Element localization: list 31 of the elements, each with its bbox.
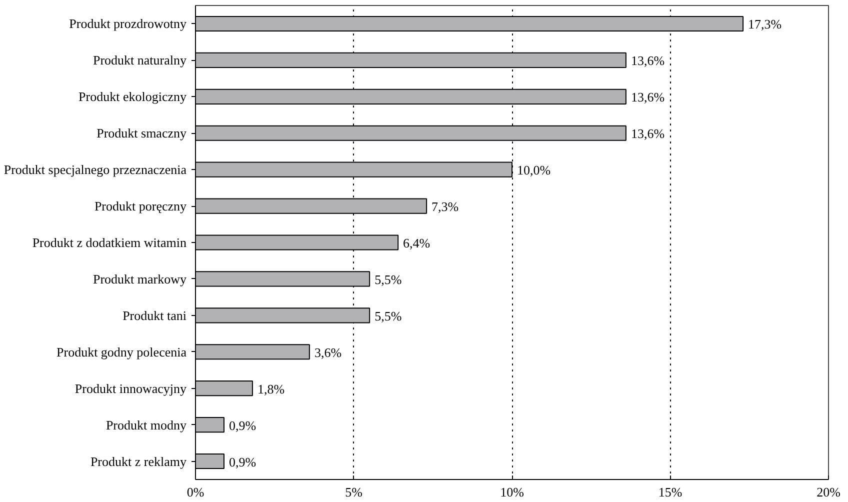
x-tick-label: 0% bbox=[186, 484, 204, 500]
data-label: 13,6% bbox=[630, 53, 665, 68]
y-tick-label: Produkt tani bbox=[122, 308, 187, 323]
y-tick-label: Produkt innowacyjny bbox=[74, 380, 187, 396]
data-label: 13,6% bbox=[630, 90, 665, 105]
y-tick-label: Produkt godny polecenia bbox=[56, 344, 187, 360]
data-label: 17,3% bbox=[748, 16, 782, 32]
data-label: 7,3% bbox=[432, 199, 459, 214]
y-tick-label: Produkt z reklamy bbox=[90, 454, 187, 469]
y-tick-label: Produkt ekologiczny bbox=[78, 89, 187, 104]
data-label: 5,5% bbox=[374, 308, 402, 324]
data-label: 10,0% bbox=[517, 162, 551, 178]
data-label: 6,4% bbox=[403, 236, 430, 250]
data-label: 3,6% bbox=[314, 344, 342, 360]
x-tick-label: 5% bbox=[345, 484, 363, 500]
y-tick-label: Produkt specjalnego przeznaczenia bbox=[4, 162, 187, 178]
data-label: 0,9% bbox=[228, 454, 256, 470]
x-tick-label: 15% bbox=[658, 484, 682, 500]
data-label: 1,8% bbox=[257, 381, 285, 396]
data-label: 5,5% bbox=[374, 272, 402, 287]
y-tick-label: Produkt modny bbox=[106, 417, 187, 432]
y-tick-label: Produkt naturalny bbox=[92, 52, 187, 68]
y-tick-label: Produkt poręczny bbox=[94, 198, 187, 214]
y-tick-label: Produkt markowy bbox=[92, 271, 187, 286]
data-label: 0,9% bbox=[228, 418, 256, 433]
y-tick-label: Produkt prozdrowotny bbox=[69, 16, 187, 32]
x-tick-label: 10% bbox=[500, 484, 524, 500]
y-tick-label: Produkt smaczny bbox=[96, 126, 187, 141]
x-tick-label: 20% bbox=[816, 484, 841, 500]
y-tick-label: Produkt z dodatkiem witamin bbox=[32, 235, 187, 250]
data-label: 13,6% bbox=[630, 126, 665, 142]
